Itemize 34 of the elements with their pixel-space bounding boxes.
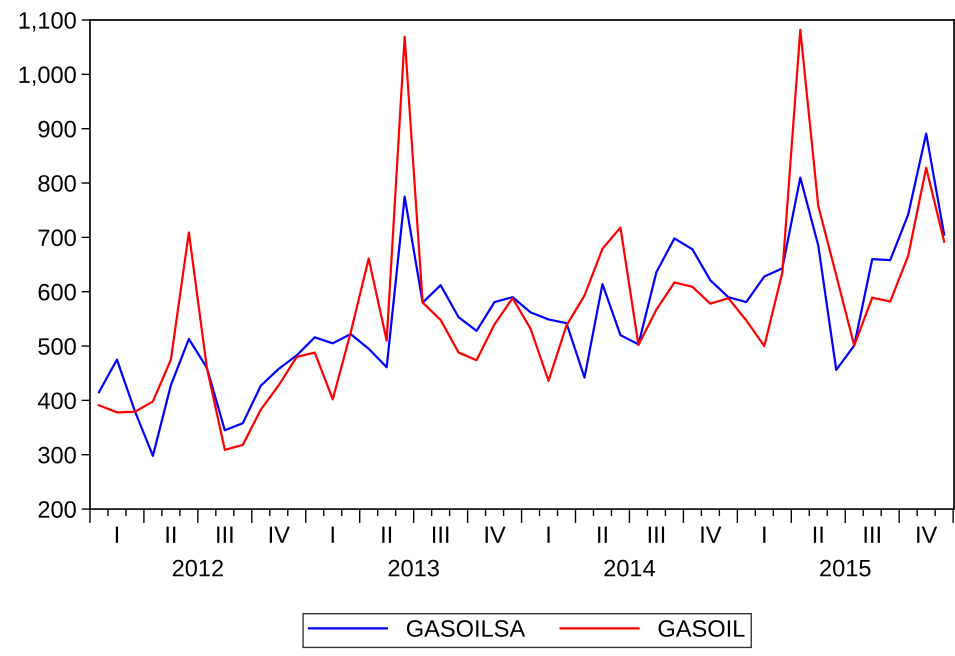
y-tick-label: 600 — [38, 284, 76, 300]
x-tick-label: I — [332, 526, 334, 543]
x-tick-label: IV — [486, 526, 506, 543]
x-tick-label: II — [598, 526, 607, 543]
x-tick-label: II — [166, 526, 176, 543]
x-tick-label: I — [116, 526, 118, 543]
x-tick-label: II — [382, 526, 392, 543]
x-tick-label: III — [432, 526, 448, 543]
y-tick-label: 1,100 — [19, 12, 76, 32]
text: 2013 — [388, 560, 439, 577]
x-tick-label: I — [547, 526, 550, 543]
x-tick-label: IV — [917, 526, 938, 543]
text: 2014 — [604, 560, 656, 577]
y-tick-label: 800 — [38, 175, 76, 192]
line-series — [98, 28, 946, 451]
x-tick-label: I — [763, 526, 766, 543]
x-tick-label: III — [648, 526, 664, 543]
text: 2015 — [820, 560, 871, 577]
legend-label: GASOIL — [658, 620, 745, 637]
y-tick-label: 500 — [38, 338, 76, 355]
x-tick-label: III — [217, 526, 232, 543]
x-tick-label: III — [864, 526, 880, 543]
y-tick-label: 400 — [38, 392, 76, 410]
y-tick-label: 900 — [38, 120, 76, 138]
y-tick-label: 200 — [38, 501, 76, 518]
y-tick-label: 700 — [38, 229, 76, 246]
y-tick-label: 300 — [38, 446, 76, 464]
x-tick-label: IV — [701, 526, 722, 543]
legend-label: GASOILSA — [406, 620, 526, 637]
line-series — [98, 132, 946, 457]
text: 2012 — [172, 560, 223, 577]
y-tick-label: 1,000 — [19, 66, 76, 86]
x-tick-label: II — [814, 526, 823, 543]
x-tick-label: IV — [270, 526, 290, 543]
